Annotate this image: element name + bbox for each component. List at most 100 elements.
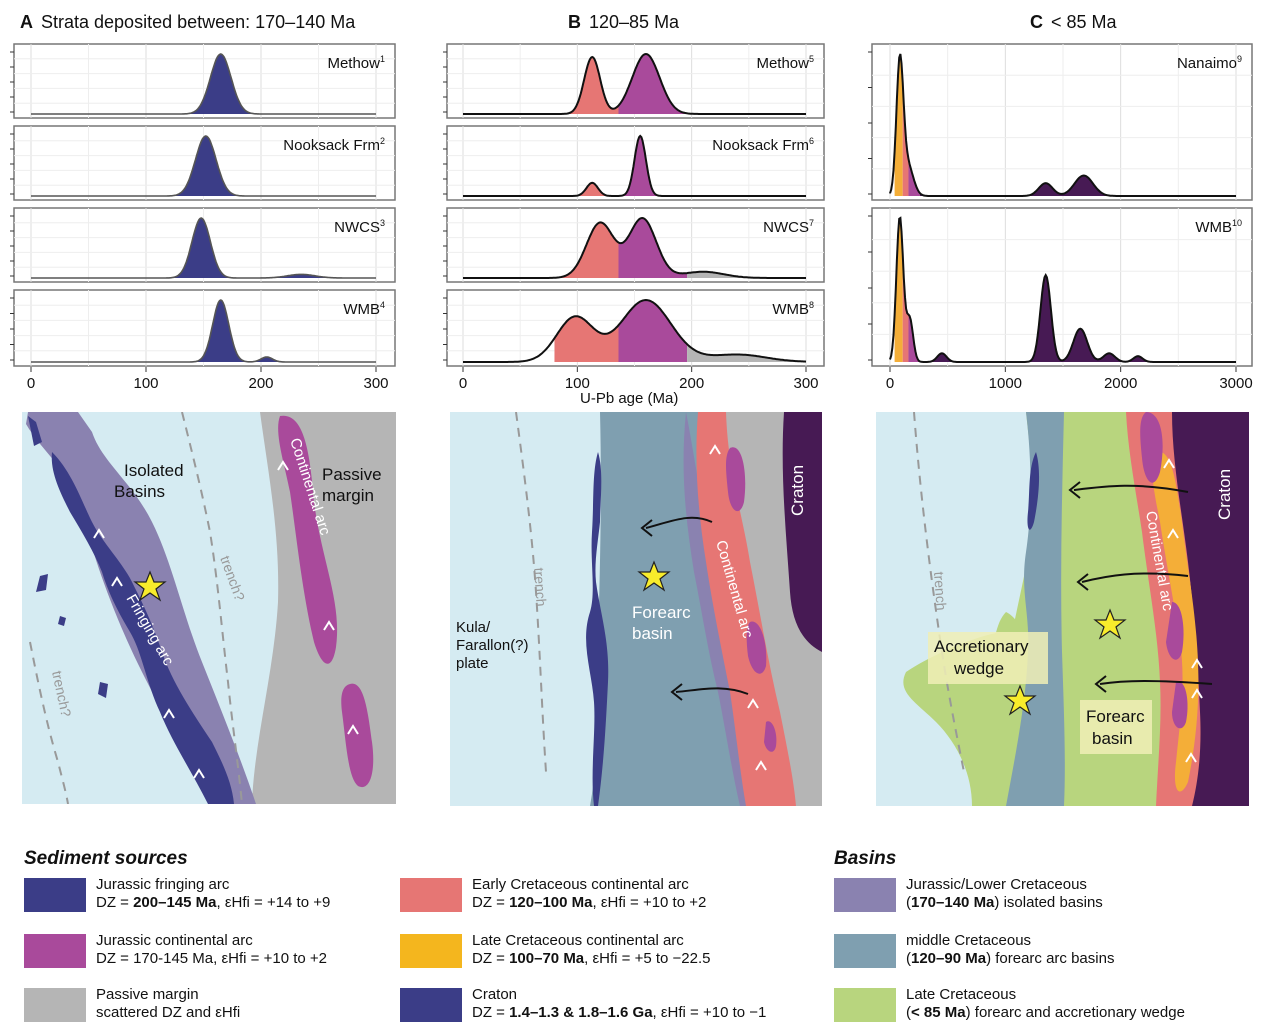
series-label: WMB8: [772, 300, 814, 318]
density-fill: [687, 344, 806, 362]
continental-arc-fragment: [341, 683, 374, 788]
density-fill: [618, 218, 688, 278]
density-fill: [894, 218, 903, 362]
x-tick-label: 300: [793, 375, 818, 392]
x-tick-label: 100: [565, 375, 590, 392]
sample-star-icon: [1093, 608, 1127, 640]
density-fill: [618, 136, 688, 196]
fringing-arc-fragment: [28, 416, 42, 446]
x-tick-label: 0: [886, 375, 894, 392]
forearc-basin-label: Forearc basin: [1086, 707, 1145, 748]
legend-text: Jurassic fringing arc DZ = 200–145 Ma, εH…: [96, 876, 331, 911]
continental-arc-region: [278, 415, 338, 664]
density-curve: [463, 298, 807, 363]
legend-swatch: [24, 988, 86, 1022]
craton-label: Craton: [788, 465, 807, 516]
legend-swatch: [400, 878, 462, 912]
density-fill: [894, 54, 903, 196]
craton-region: [782, 412, 822, 652]
legend-swatch: [834, 878, 896, 912]
legend-text: Craton DZ = 1.4–1.3 & 1.8–1.6 Ga, εHfi = …: [472, 986, 767, 1021]
series-label: Methow1: [327, 54, 385, 72]
density-fill: [554, 316, 619, 362]
panel-b-title: B 120–85 Ma: [568, 12, 680, 32]
passive-margin-label: Passive margin: [322, 465, 382, 505]
sample-star-icon: [1003, 684, 1037, 716]
plate-label: Kula/Farallon(?) plate: [456, 619, 529, 672]
map-b: trench Craton Continental arc Forearc bas…: [450, 412, 822, 806]
legend-text: Late Cretaceous (< 85 Ma) forearc and acc…: [906, 986, 1185, 1021]
legend-item: Early Cretaceous continental arc DZ = 120…: [400, 876, 706, 912]
trench-line: [181, 412, 243, 804]
density-fill: [31, 136, 376, 196]
chart-panel-2-0: Nanaimo9: [868, 43, 1253, 201]
transport-arrow-icon: [640, 516, 749, 701]
legend-swatch: [834, 934, 896, 968]
trench-label: trench: [531, 567, 550, 607]
density-fill: [554, 222, 619, 278]
series-label: WMB4: [343, 300, 385, 318]
density-fill: [618, 300, 688, 362]
density-fill: [31, 54, 376, 114]
accretionary-wedge-label: Accretionary wedge: [934, 637, 1029, 678]
chart-panel-0-0: Methow1: [10, 43, 396, 119]
chart-panel-0-2: NWCS3: [10, 207, 396, 283]
map-c: trench Craton Continental arc Accretiona…: [876, 412, 1249, 806]
craton-region: [1161, 412, 1249, 806]
fringing-arc-region: [586, 452, 609, 806]
density-curve: [463, 134, 806, 197]
legend-item: Passive margin scattered DZ and εHfi: [24, 986, 240, 1022]
legend-item: Jurassic fringing arc DZ = 200–145 Ma, εH…: [24, 876, 330, 912]
series-label: Nooksack Frm2: [283, 136, 385, 154]
density-curve: [463, 52, 806, 115]
forearc-label-bg: [1080, 700, 1152, 754]
chart-panel-1-3: WMB8: [443, 289, 825, 367]
legend-text: middle Cretaceous (120–90 Ma) forearc arc…: [906, 932, 1115, 967]
density-curve: [463, 216, 806, 279]
craton-label: Craton: [1215, 469, 1234, 520]
series-label: Methow5: [756, 54, 814, 72]
legend-item: middle Cretaceous (120–90 Ma) forearc arc…: [834, 932, 1114, 968]
x-tick-label: 300: [363, 375, 388, 392]
x-tick-label: 0: [459, 375, 467, 392]
x-tick-label: 2000: [1104, 375, 1137, 392]
x-tick-label: 200: [248, 375, 273, 392]
chart-panel-1-2: NWCS7: [443, 207, 825, 283]
chart-panel-0-3: WMB4: [10, 289, 396, 367]
sample-star-icon: [133, 570, 167, 602]
density-curve: [889, 216, 1236, 363]
x-axis-title: U-Pb age (Ma): [580, 390, 679, 407]
density-fill: [919, 175, 1236, 196]
chart-panel-1-1: Nooksack Frm6: [443, 125, 825, 201]
legend-swatch: [834, 988, 896, 1022]
map-a: Isolated Basins Passive margin Continental…: [22, 412, 396, 804]
x-tick-label: 3000: [1219, 375, 1252, 392]
legend-item: Jurassic continental arc DZ = 170-145 Ma,…: [24, 932, 327, 968]
density-fill: [554, 57, 619, 114]
chart-panel-0-1: Nooksack Frm2: [10, 125, 396, 201]
fringing-arc-fragment: [98, 682, 108, 698]
legend-swatch: [400, 988, 462, 1022]
legend-swatch: [24, 878, 86, 912]
legend-text: Early Cretaceous continental arc DZ = 120…: [472, 876, 707, 911]
legend-item: Jurassic/Lower Cretaceous (170–140 Ma) is…: [834, 876, 1103, 912]
x-tick-label: 1000: [989, 375, 1022, 392]
panel-c-title: C < 85 Ma: [1030, 12, 1117, 32]
x-tick-label: 100: [133, 375, 158, 392]
fringing-arc-fragment: [58, 616, 66, 626]
density-fill: [919, 275, 1236, 362]
series-label: WMB10: [1195, 218, 1242, 236]
density-curve: [31, 217, 376, 279]
fringing-arc-fragment: [1027, 452, 1040, 530]
chart-panel-1-0: Methow5: [443, 43, 825, 119]
legend-text: Late Cretaceous continental arc DZ = 100–…: [472, 932, 711, 967]
legend-swatch: [24, 934, 86, 968]
density-curve: [31, 299, 376, 363]
fringing-arc-fragment: [36, 574, 48, 592]
density-fill: [908, 159, 920, 196]
series-label: NWCS7: [763, 218, 814, 236]
arc-volcano-symbols: [709, 444, 767, 771]
forearc-basin-label: Forearc basin: [632, 603, 691, 643]
density-curve: [889, 53, 1236, 197]
sediment-sources-title: Sediment sources: [24, 848, 188, 869]
